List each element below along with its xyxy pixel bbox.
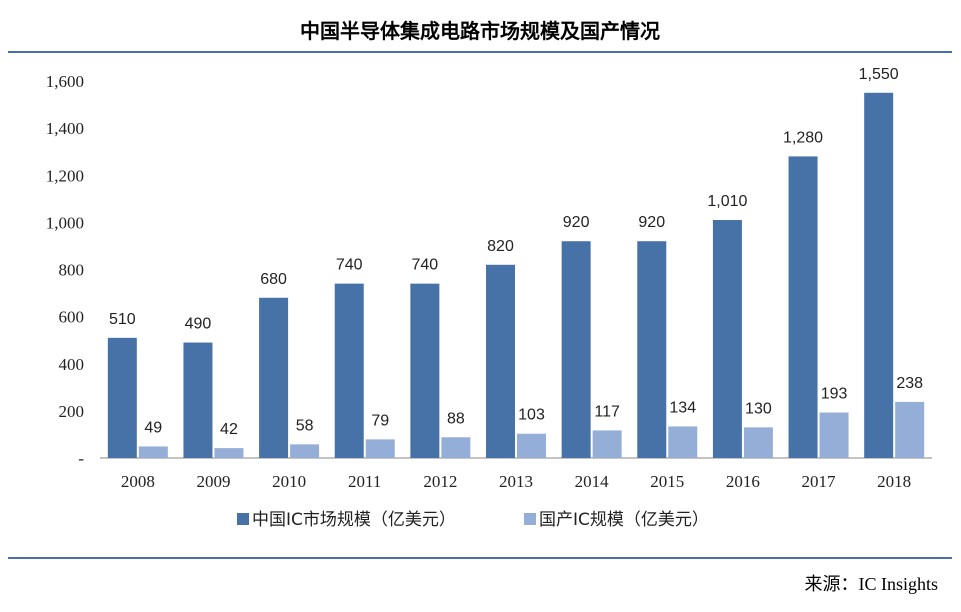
bar (864, 92, 894, 458)
bar (743, 427, 773, 458)
y-tick-label: 1,600 (46, 72, 84, 91)
y-tick-label: - (78, 449, 84, 468)
x-tick-label: 2010 (272, 472, 306, 491)
bar (637, 241, 667, 458)
x-tick-label: 2012 (423, 472, 457, 491)
data-label: 490 (185, 316, 212, 333)
bar (561, 241, 591, 458)
x-tick-label: 2015 (650, 472, 684, 491)
x-tick-label: 2018 (877, 472, 911, 491)
bar (517, 433, 546, 458)
bar (365, 439, 395, 458)
bar (334, 283, 364, 458)
bar (259, 297, 289, 458)
x-tick-label: 2011 (348, 472, 381, 491)
data-label: 79 (371, 412, 389, 429)
y-tick-label: 400 (59, 355, 85, 374)
bar (668, 426, 698, 458)
y-tick-label: 1,400 (46, 119, 84, 138)
data-label: 238 (896, 375, 923, 392)
x-tick-label: 2016 (726, 472, 760, 491)
data-label: 510 (109, 311, 136, 328)
data-label: 42 (220, 421, 238, 438)
x-tick-label: 2014 (575, 472, 610, 491)
data-label: 103 (518, 407, 545, 424)
bar (788, 156, 818, 458)
source-text: 来源：IC Insights (804, 574, 938, 594)
legend-swatch (237, 513, 249, 525)
y-axis: - 200 400 600 800 1,000 1,200 1,400 1,600 (46, 72, 85, 468)
series-1: 510 490 680 740 740 820 920 920 1,010 1,280 1,550 (107, 66, 899, 458)
data-label: 134 (669, 399, 696, 416)
bar (183, 342, 213, 458)
data-label: 740 (336, 257, 363, 274)
bar (214, 448, 244, 458)
y-tick-label: 800 (59, 261, 85, 280)
legend-label: 国产IC规模（亿美元） (539, 510, 709, 530)
data-label: 193 (821, 386, 848, 403)
data-label: 58 (296, 417, 314, 434)
x-tick-label: 2008 (121, 472, 155, 491)
data-label: 820 (487, 238, 514, 255)
bar (290, 444, 320, 458)
data-label: 1,550 (859, 66, 899, 83)
data-label: 920 (563, 214, 590, 231)
legend-swatch (524, 513, 536, 525)
chart-title: 中国半导体集成电路市场规模及国产情况 (300, 19, 660, 43)
data-label: 1,010 (707, 193, 747, 210)
data-label: 130 (745, 400, 772, 417)
data-label: 1,280 (783, 129, 823, 146)
data-label: 740 (412, 257, 439, 274)
x-tick-label: 2017 (802, 472, 837, 491)
bar (486, 264, 515, 458)
plot-area: 510 490 680 740 740 820 920 920 1,010 1,280 1,550 4… (107, 66, 925, 458)
y-tick-label: 200 (59, 402, 85, 421)
y-tick-label: 1,000 (46, 213, 84, 232)
x-tick-label: 2009 (196, 472, 230, 491)
bar (410, 283, 440, 458)
y-tick-label: 1,200 (46, 166, 84, 185)
bar (819, 412, 849, 458)
legend-label: 中国IC市场规模（亿美元） (252, 510, 456, 530)
bar (441, 437, 471, 458)
bar (592, 430, 622, 458)
x-axis: 2008 2009 2010 2011 2012 2013 2014 2015 2016 2017… (121, 472, 911, 491)
bar (138, 446, 168, 458)
y-tick-label: 600 (59, 308, 85, 327)
bar (712, 220, 742, 458)
data-label: 920 (638, 214, 665, 231)
data-label: 117 (594, 403, 620, 420)
data-label: 88 (447, 410, 465, 427)
data-label: 680 (260, 271, 287, 288)
x-tick-label: 2013 (499, 472, 533, 491)
data-label: 49 (144, 419, 162, 436)
bar (895, 401, 925, 458)
legend: 中国IC市场规模（亿美元） 国产IC规模（亿美元） (237, 510, 709, 530)
series-2: 49 42 58 79 88 103 117 134 130 193 238 (138, 375, 925, 458)
bar (107, 337, 137, 458)
